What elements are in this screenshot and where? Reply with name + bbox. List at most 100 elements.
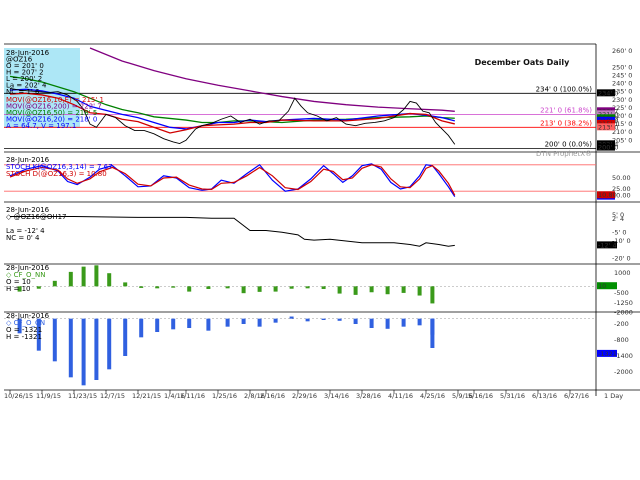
x-tick-label: 2/8/16 [244, 392, 265, 400]
legend-text: H = 10 [6, 285, 31, 293]
price-tag-text: 10.80 [598, 191, 617, 199]
bar [417, 318, 422, 326]
legend-text: NC = 0' 4 [6, 234, 40, 242]
price-tag [597, 241, 617, 249]
bar [385, 286, 390, 295]
price-tag-text: -12' 4 [598, 241, 617, 249]
bar [337, 286, 342, 294]
price-tag [597, 123, 615, 131]
bar [94, 318, 99, 380]
x-tick-label: 4/25/16 [420, 392, 445, 400]
y-tick-label: 225' 0 [612, 104, 632, 112]
legend-text: H = 207' 2 [6, 69, 44, 77]
bar [241, 286, 246, 294]
bar [353, 318, 358, 324]
legend-text: @OZ16 [6, 56, 33, 64]
bar [139, 318, 144, 338]
net-noncommercial-pane: 28-Jun-2016◇ CF_O_NNO = 10H = 101000-500… [4, 264, 633, 317]
x-tick-label: 12/21/15 [132, 392, 161, 400]
y-tick-label: 220' 0 [612, 112, 632, 120]
x-tick-label: 1/11/16 [180, 392, 205, 400]
y-tick-label: -1250 [614, 299, 633, 307]
bar [155, 286, 160, 289]
bar [289, 286, 294, 289]
y-tick-label: 210' 0 [612, 128, 632, 136]
stoch-line [9, 163, 456, 197]
y-tick-label: 235' 0 [612, 88, 632, 96]
y-tick-label: -2000 [614, 309, 633, 317]
x-tick-label: 3/14/16 [324, 392, 349, 400]
bar [206, 318, 211, 331]
price-tag-text: -1321 [598, 350, 617, 358]
bar [273, 286, 278, 292]
x-tick-label: 4/11/16 [388, 392, 413, 400]
bar [81, 318, 86, 386]
bar [107, 273, 112, 287]
bar [36, 318, 41, 351]
y-tick-label: 25.00 [612, 185, 631, 193]
bar [123, 318, 128, 356]
y-tick-label: -10' 0 [612, 237, 631, 245]
bar [68, 271, 73, 287]
legend-text: O = 10 [6, 278, 31, 286]
fib-label: 213' 0 (38.2%) [540, 119, 592, 127]
price-tag-text: 10 [598, 282, 606, 290]
y-tick-label: -20' 0 [612, 255, 631, 263]
bar [123, 282, 128, 287]
legend-text: STOCH K(@OZ16,3,14) = 7.67 [6, 163, 113, 171]
bar [369, 286, 374, 293]
bar [187, 286, 192, 292]
y-tick-label: 215' 0 [612, 120, 632, 128]
legend-text: ◇ CF_O_NN [6, 271, 46, 279]
bar [241, 318, 246, 324]
price-tag [597, 191, 615, 199]
x-tick-label: 12/7/15 [100, 392, 125, 400]
y-tick-label: -1400 [614, 352, 633, 360]
fib-label: 200' 0 (0.0%) [545, 140, 593, 148]
chart-title: December Oats Daily [475, 58, 571, 67]
x-tick-label: 2/16/16 [260, 392, 285, 400]
bar [337, 318, 342, 321]
x-corner-label: 1 Day [604, 392, 623, 400]
x-tick-label: 5/9/16 [452, 392, 473, 400]
legend-text: 28-Jun-2016 [6, 264, 50, 272]
bar [430, 318, 435, 348]
bar [155, 318, 160, 332]
y-tick-label: 230' 0 [612, 96, 632, 104]
bar [94, 265, 99, 287]
bar [401, 286, 406, 293]
bar [273, 318, 278, 323]
y-tick-label: 260' 0 [612, 47, 632, 55]
bar [417, 286, 422, 296]
bar [257, 286, 262, 292]
legend-ma: MOV(@OZ16,200) = 222' 7 [6, 103, 102, 111]
x-tick-label: 3/28/16 [356, 392, 381, 400]
x-axis: 10/26/15 11/9/15 11/23/15 12/7/15 12/21/15 1/… [4, 390, 623, 400]
price-tag-text: 234' 0 [598, 89, 618, 97]
price-tag-text: 213' 0 [598, 123, 618, 131]
price-tag-text: 200' 0 [598, 144, 618, 152]
price-tag [597, 89, 615, 97]
price-tag [597, 282, 617, 290]
bar [68, 318, 73, 378]
legend-text: O = 201' 0 [6, 62, 44, 70]
legend-ma: MOV(@OZ16,10,E) = 215' 1 [6, 96, 104, 104]
price-tag [597, 143, 615, 151]
x-tick-label: 10/26/15 [4, 392, 33, 400]
bar [369, 318, 374, 328]
x-tick-label: 5/16/16 [468, 392, 493, 400]
bar [52, 280, 57, 287]
bar [321, 318, 326, 320]
y-tick-label: 250' 0 [612, 63, 632, 71]
bar [225, 318, 230, 327]
y-tick-label: 10.00 [612, 192, 631, 200]
bar [171, 286, 176, 288]
bar [171, 318, 176, 330]
y-tick-label: 50.00 [612, 174, 631, 182]
legend-text: 28-Jun-2016 [6, 206, 50, 214]
legend-text: H = -1321 [6, 333, 42, 341]
bar [353, 286, 358, 295]
